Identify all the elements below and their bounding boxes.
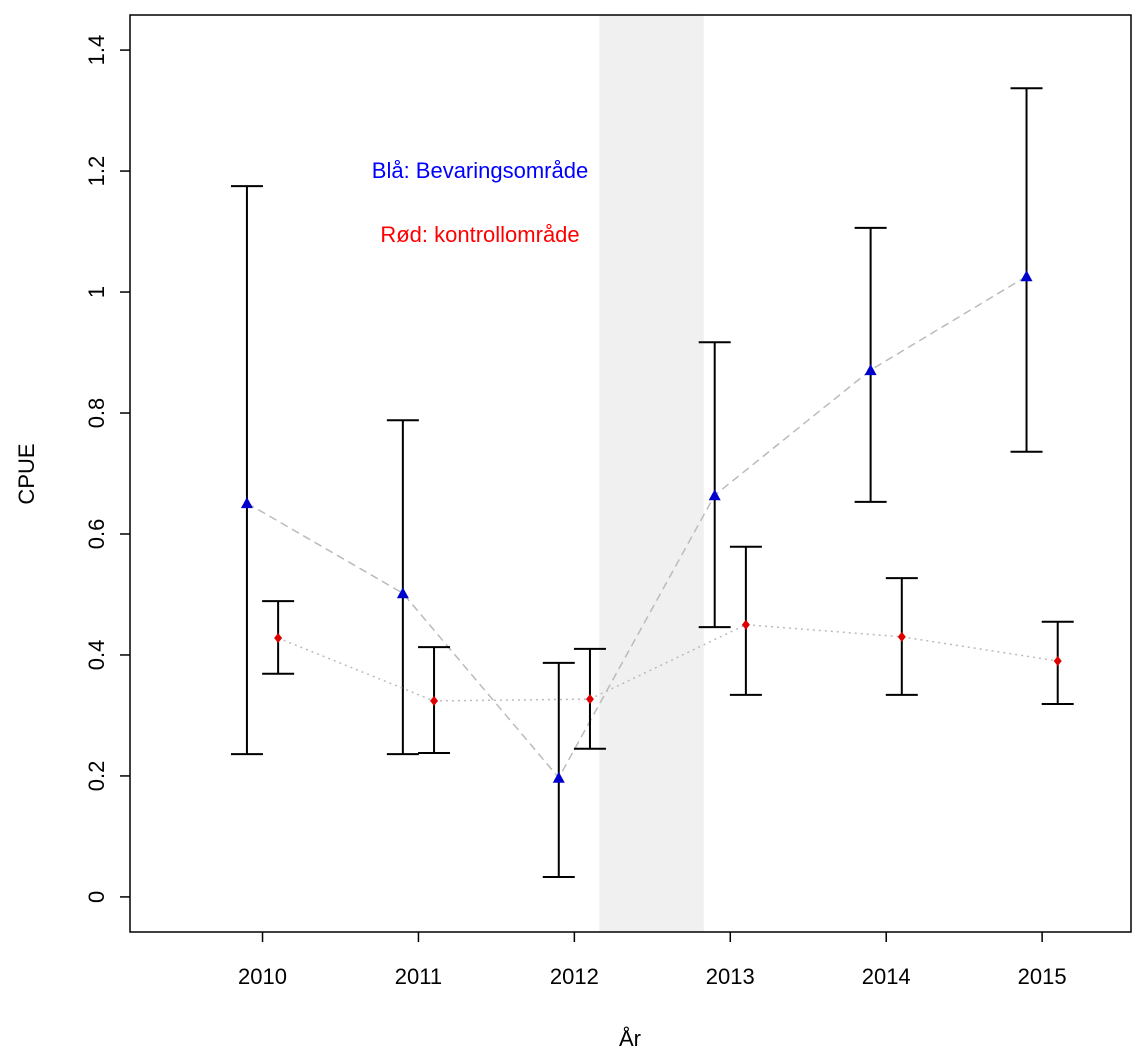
y-tick-label: 1.2 <box>84 156 109 187</box>
y-tick-label: 0 <box>84 891 109 903</box>
x-tick-label: 2012 <box>550 964 599 989</box>
x-tick-label: 2011 <box>395 964 442 989</box>
point <box>864 364 877 376</box>
highlight-band <box>599 15 704 932</box>
y-axis-label: CPUE <box>14 443 39 504</box>
point <box>585 694 594 705</box>
point <box>741 619 750 630</box>
annotation: Blå: Bevaringsområde <box>372 158 588 183</box>
point <box>396 587 409 599</box>
plot-frame <box>129 14 1132 933</box>
x-tick-label: 2015 <box>1018 964 1067 989</box>
x-tick-label: 2013 <box>706 964 755 989</box>
point <box>240 497 253 509</box>
y-tick-label: 0.2 <box>84 761 109 792</box>
connector-line <box>277 623 1058 702</box>
y-tick-label: 1.4 <box>84 35 109 66</box>
point <box>552 771 565 783</box>
y-tick-label: 0.8 <box>84 398 109 429</box>
connector-line <box>246 275 1027 780</box>
x-tick-label: 2014 <box>862 964 911 989</box>
point <box>274 633 283 644</box>
point <box>897 631 906 642</box>
annotation: Rød: kontrollområde <box>380 222 579 247</box>
y-tick-label: 1 <box>84 286 109 298</box>
point <box>708 489 721 501</box>
y-tick-label: 0.6 <box>84 519 109 550</box>
x-axis-label: År <box>619 1026 641 1051</box>
point <box>430 695 439 706</box>
point <box>1053 656 1062 667</box>
y-tick-label: 0.4 <box>84 640 109 671</box>
point <box>1020 270 1033 282</box>
x-tick-label: 2010 <box>238 964 287 989</box>
